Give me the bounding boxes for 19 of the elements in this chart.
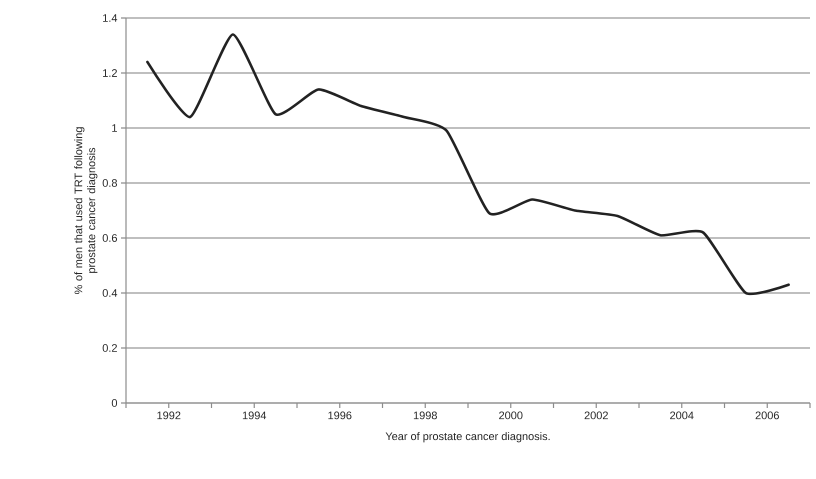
y-tick-label: 0: [112, 399, 118, 407]
x-tick-label: 1998: [414, 412, 437, 420]
y-tick-label: 1: [112, 124, 117, 132]
y-axis-title: % of men that used TRT following prostate cancer diagnosis: [74, 127, 98, 294]
y-tick-label: 0.8: [102, 179, 117, 187]
y-tick-label: 1.4: [103, 14, 118, 22]
x-tick-label: 1992: [157, 412, 180, 420]
x-tick-label: 2004: [670, 412, 694, 420]
x-tick-label: 2002: [584, 412, 608, 420]
y-tick-label: 0.4: [102, 289, 118, 297]
line-series: [146, 33, 790, 296]
x-tick-label: 1996: [328, 412, 352, 420]
y-tick-label: 1.2: [103, 69, 117, 77]
x-axis-title: Year of prostate cancer diagnosis.: [386, 432, 550, 442]
y-tick-label: 0.6: [102, 234, 117, 242]
x-tick-label: 2000: [499, 412, 522, 420]
y-tick-label: 0.2: [102, 344, 117, 352]
x-tick-label: 1994: [242, 412, 266, 420]
x-tick-label: 2006: [756, 412, 779, 420]
